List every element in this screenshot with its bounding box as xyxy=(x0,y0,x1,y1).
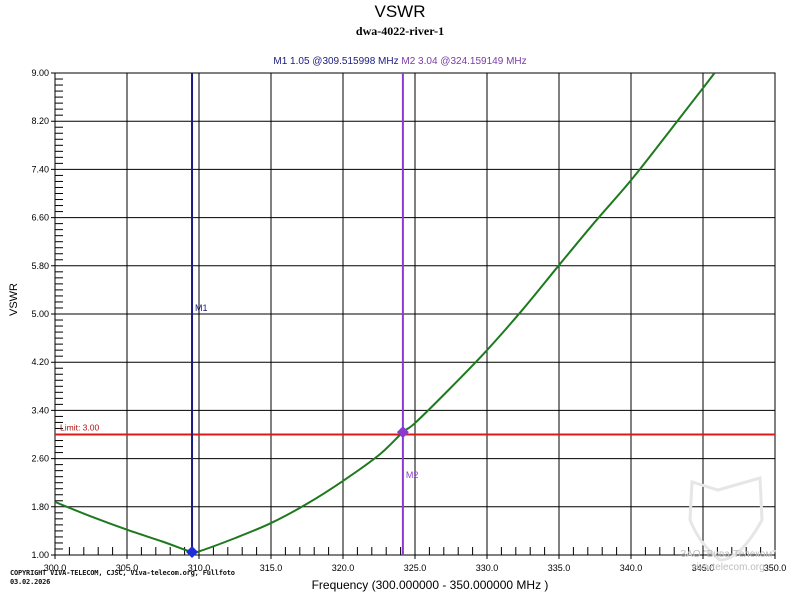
x-tick-label: 335.0 xyxy=(548,563,571,573)
marker-diamond-m1 xyxy=(186,545,199,558)
marker-label-m1: M1 xyxy=(195,303,208,313)
y-tick-label: 7.40 xyxy=(31,164,49,174)
marker-label-m2: M2 xyxy=(406,470,419,480)
marker2-readout: M2 3.04 @324.159149 MHz xyxy=(401,56,527,67)
watermark-shield-icon xyxy=(688,476,764,562)
x-tick-label: 300.0 xyxy=(44,563,67,573)
x-axis-label: Frequency (300.000000 - 350.000000 MHz ) xyxy=(311,578,549,592)
y-tick-label: 9.00 xyxy=(31,68,49,78)
watermark-url: viva-telecom.org xyxy=(691,562,765,573)
chart-title: VSWR xyxy=(374,2,426,21)
x-tick-label: 305.0 xyxy=(116,563,139,573)
x-tick-label: 310.0 xyxy=(188,563,211,573)
y-tick-label: 4.20 xyxy=(31,357,49,367)
limit-label: Limit: 3.00 xyxy=(60,423,99,433)
x-tick-label: 340.0 xyxy=(620,563,643,573)
x-tick-label: 315.0 xyxy=(260,563,283,573)
y-tick-label: 5.00 xyxy=(31,309,49,319)
copyright-line: COPYRIGHT VIVA-TELECOM, CJSC, Viva-telec… xyxy=(10,569,235,577)
y-tick-label: 5.80 xyxy=(31,261,49,271)
chart-subtitle: dwa-4022-river-1 xyxy=(355,24,445,38)
plot-frame xyxy=(54,72,776,556)
y-tick-label: 1.00 xyxy=(31,550,49,560)
copyright-date: 03.02.2026 xyxy=(10,578,51,586)
y-tick-label: 1.80 xyxy=(31,502,49,512)
marker-readout: M1 1.05 @309.515998 MHz M2 3.04 @324.159… xyxy=(0,56,800,67)
vswr-trace xyxy=(55,73,716,555)
marker-diamond-m2 xyxy=(396,426,409,439)
watermark: ЗАО "Вива-Телеком" viva-telecom.org xyxy=(668,548,788,574)
y-tick-label: 8.20 xyxy=(31,116,49,126)
watermark-company: ЗАО "Вива-Телеком" xyxy=(680,549,776,560)
y-tick-label: 2.60 xyxy=(31,454,49,464)
x-tick-label: 325.0 xyxy=(404,563,427,573)
y-tick-label: 6.60 xyxy=(31,213,49,223)
x-tick-label: 345.0 xyxy=(692,563,715,573)
x-tick-label: 320.0 xyxy=(332,563,355,573)
y-axis-label: VSWR xyxy=(8,283,20,316)
marker1-readout: M1 1.05 @309.515998 MHz xyxy=(273,56,399,67)
y-tick-label: 3.40 xyxy=(31,405,49,415)
x-tick-label: 350.0 xyxy=(764,563,787,573)
x-tick-label: 330.0 xyxy=(476,563,499,573)
copyright-notice: COPYRIGHT VIVA-TELECOM, CJSC, Viva-telec… xyxy=(10,569,235,587)
